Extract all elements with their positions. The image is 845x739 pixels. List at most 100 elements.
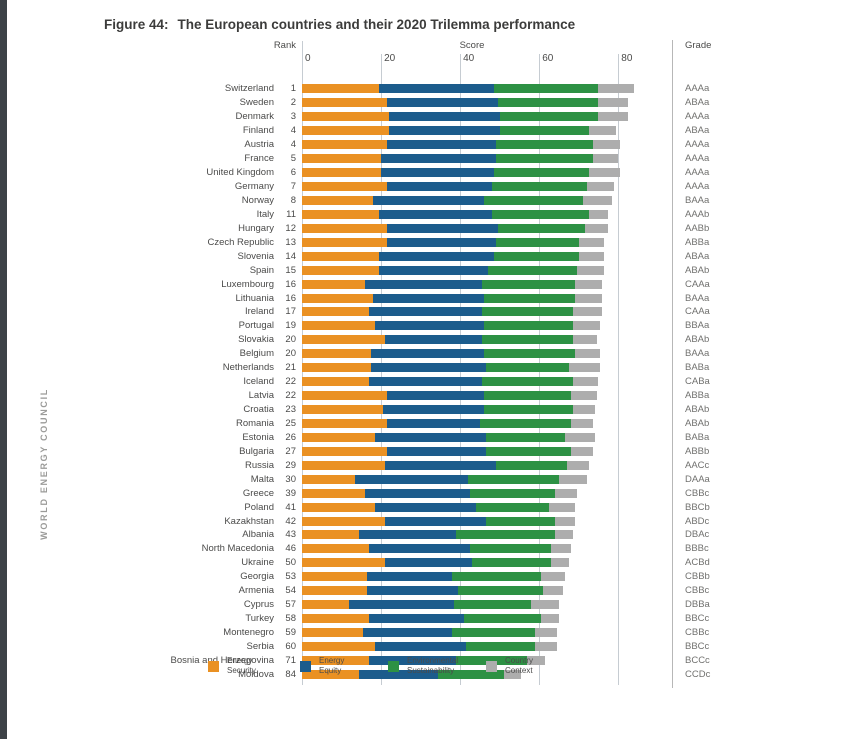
- country-label: Cyprus: [243, 599, 274, 611]
- grade-value: AAAa: [685, 167, 710, 179]
- column-header-score: Score: [459, 40, 485, 51]
- energy-equity-segment: [375, 641, 467, 651]
- score-bar: [302, 223, 642, 233]
- environmental-sustainability-segment: [485, 363, 569, 373]
- country-context-segment: [578, 237, 605, 247]
- energy-equity-segment: [383, 405, 484, 415]
- grade-value: BAAa: [685, 292, 710, 304]
- country-rows: Switzerland 1 AAAa Sweden 2 ABAa Denmark…: [104, 82, 824, 681]
- environmental-sustainability-segment: [452, 628, 536, 638]
- energy-equity-segment: [375, 432, 486, 442]
- country-context-segment: [572, 335, 597, 345]
- axis-tick-label: 40: [463, 53, 475, 64]
- country-context-segment: [574, 349, 601, 359]
- country-context-segment: [588, 168, 621, 178]
- table-row: Lithuania 16 BAAa: [104, 291, 824, 305]
- grade-value: AAAb: [685, 208, 710, 220]
- rank-value: 43: [285, 529, 296, 541]
- rank-value: 27: [285, 445, 296, 457]
- country-label: Bosnia and Herzegovina: [170, 654, 274, 666]
- country-context-segment: [564, 432, 595, 442]
- score-bar: [302, 418, 642, 428]
- country-label: Denmark: [235, 111, 274, 123]
- score-bar: [302, 279, 642, 289]
- environmental-sustainability-segment: [481, 377, 573, 387]
- energy-security-segment: [302, 474, 356, 484]
- environmental-sustainability-segment: [485, 516, 555, 526]
- table-row: Estonia 26 BABa: [104, 430, 824, 444]
- table-row: Malta 30 DAAa: [104, 472, 824, 486]
- energy-security-segment: [302, 223, 387, 233]
- energy-equity-segment: [388, 112, 500, 122]
- table-row: Germany 7 AAAa: [104, 180, 824, 194]
- energy-security-segment: [302, 460, 386, 470]
- score-bar: [302, 432, 642, 442]
- grade-value: BCCc: [685, 654, 710, 666]
- energy-security-segment: [302, 126, 389, 136]
- country-context-segment: [535, 628, 557, 638]
- country-context-segment: [551, 544, 571, 554]
- grade-value: CBBb: [685, 571, 710, 583]
- country-context-segment: [527, 655, 546, 665]
- country-label: Belgium: [239, 348, 274, 360]
- energy-security-segment: [302, 391, 387, 401]
- energy-security-segment: [302, 349, 372, 359]
- country-context-segment: [558, 474, 587, 484]
- grade-value: BABa: [685, 431, 710, 443]
- country-label: Spain: [249, 264, 274, 276]
- rank-value: 59: [285, 627, 296, 639]
- grade-value: ABAb: [685, 264, 710, 276]
- table-row: Spain 15 ABAb: [104, 263, 824, 277]
- environmental-sustainability-segment: [483, 405, 573, 415]
- energy-equity-segment: [369, 377, 482, 387]
- table-row: Slovakia 20 ABAb: [104, 333, 824, 347]
- grade-value: ABAb: [685, 417, 710, 429]
- energy-security-segment: [302, 418, 387, 428]
- grade-value: BABa: [685, 362, 710, 374]
- energy-security-segment: [302, 600, 350, 610]
- environmental-sustainability-segment: [456, 530, 556, 540]
- table-row: Cyprus 57 DBBa: [104, 598, 824, 612]
- environmental-sustainability-segment: [483, 293, 575, 303]
- country-label: North Macedonia: [201, 543, 274, 555]
- energy-equity-segment: [369, 544, 470, 554]
- country-label: Bulgaria: [239, 445, 274, 457]
- environmental-sustainability-segment: [495, 237, 579, 247]
- energy-equity-segment: [379, 251, 494, 261]
- axis-tick-label: 60: [542, 53, 554, 64]
- score-bar: [302, 182, 642, 192]
- rank-value: 54: [285, 585, 296, 597]
- energy-equity-segment: [379, 209, 492, 219]
- energy-security-segment: [302, 558, 386, 568]
- rank-value: 1: [290, 83, 296, 95]
- country-label: Switzerland: [224, 83, 274, 95]
- score-bar: [302, 349, 642, 359]
- energy-security-segment: [302, 112, 389, 122]
- rank-value: 46: [285, 543, 296, 555]
- table-row: Ukraine 50 ACBd: [104, 556, 824, 570]
- grade-value: AAAa: [685, 111, 710, 123]
- column-header-rank: Rank: [273, 40, 296, 51]
- rank-value: 26: [285, 431, 296, 443]
- legend-label: Energy Equity: [319, 656, 345, 675]
- country-label: Iceland: [243, 376, 274, 388]
- country-context-segment: [543, 586, 563, 596]
- table-row: Bosnia and Herzegovina 71 BCCc: [104, 653, 824, 667]
- score-bar: [302, 572, 642, 582]
- energy-equity-segment: [388, 126, 500, 136]
- environmental-sustainability-segment: [458, 586, 544, 596]
- table-row: Slovenia 14 ABAa: [104, 249, 824, 263]
- rank-value: 14: [285, 250, 296, 262]
- grade-value: CAAa: [685, 278, 710, 290]
- score-bar: [302, 335, 642, 345]
- rank-value: 12: [285, 222, 296, 234]
- energy-security-segment: [302, 544, 370, 554]
- table-row: Portugal 19 BBAa: [104, 319, 824, 333]
- grade-value: ABBb: [685, 445, 710, 457]
- table-row: Sweden 2 ABAa: [104, 96, 824, 110]
- country-label: Georgia: [240, 571, 274, 583]
- environmental-sustainability-segment: [452, 572, 542, 582]
- energy-security-segment: [302, 251, 380, 261]
- rank-value: 29: [285, 459, 296, 471]
- energy-security-segment: [302, 209, 380, 219]
